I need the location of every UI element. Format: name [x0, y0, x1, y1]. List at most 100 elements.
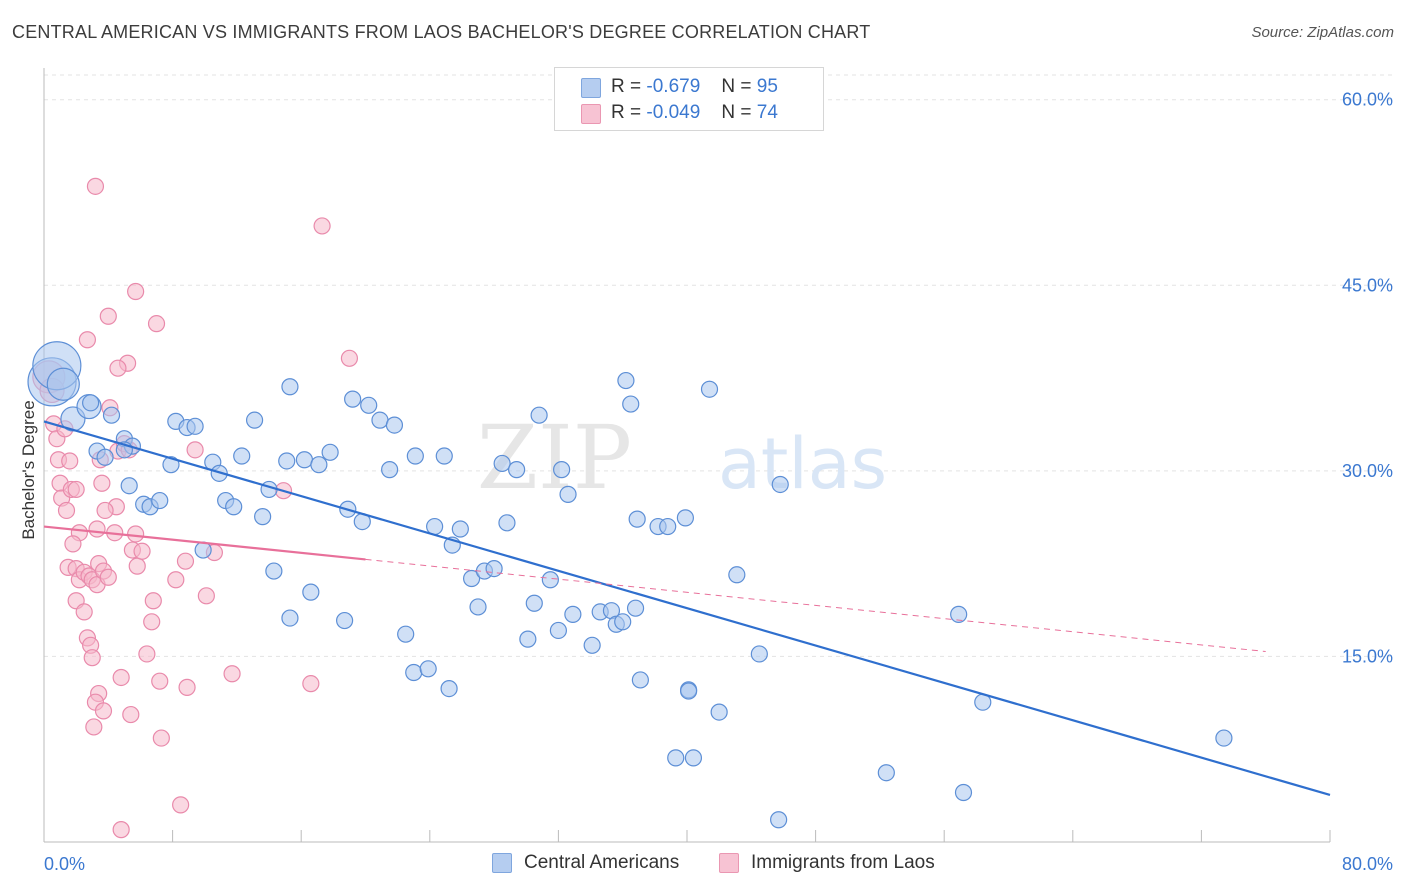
central-american-point — [233, 447, 251, 465]
y-tick-label: 60.0% — [1342, 90, 1393, 110]
gridlines — [44, 74, 1394, 657]
laos-point — [144, 592, 162, 610]
r-value: -0.049 — [646, 102, 701, 123]
laos-point — [197, 587, 215, 605]
central-american-point — [519, 630, 537, 648]
laos-point — [176, 552, 195, 570]
laos-point — [127, 525, 145, 543]
laos-point — [127, 282, 145, 301]
blue-swatch — [581, 78, 601, 98]
central-american-point — [462, 569, 481, 588]
laos-point — [109, 359, 127, 377]
laos-point — [172, 796, 190, 814]
central-american-point — [405, 663, 423, 682]
laos-point — [186, 441, 204, 459]
central-american-point — [151, 491, 169, 510]
y-tick-label: 15.0% — [1342, 646, 1393, 666]
laos-point — [67, 480, 85, 499]
central-american-point — [684, 749, 703, 767]
central-american-point — [46, 367, 80, 401]
laos-point — [178, 678, 196, 696]
legend-label: Immigrants from Laos — [751, 852, 935, 873]
central-american-point — [225, 498, 243, 516]
r-label: R = — [611, 102, 642, 123]
central-american-point — [360, 396, 378, 414]
laos-point — [133, 542, 151, 560]
central-american-point — [614, 613, 632, 631]
central-american-point — [525, 594, 543, 612]
laos-point — [112, 668, 130, 687]
laos-trend-line-dashed — [365, 558, 1266, 652]
central-american-point — [659, 517, 677, 536]
central-american-point — [700, 380, 719, 398]
central-american-point — [530, 406, 548, 424]
central-american-point — [245, 411, 264, 429]
central-american-point — [750, 645, 768, 663]
n-label: N = — [721, 76, 752, 97]
legend-blue-swatch — [492, 853, 512, 873]
legend-pink-swatch — [719, 853, 739, 873]
r-label: R = — [611, 76, 642, 97]
central-american-point — [385, 416, 404, 434]
n-value: 74 — [756, 102, 778, 123]
central-american-point — [583, 636, 601, 654]
central-american-point — [508, 461, 526, 479]
laos-point — [86, 177, 105, 195]
central-american-point — [564, 605, 582, 623]
laos-point — [99, 568, 117, 586]
laos-point — [147, 315, 166, 333]
laos-point — [138, 645, 156, 663]
laos-point — [64, 535, 82, 553]
laos-point — [93, 474, 111, 492]
series-central-americans — [27, 341, 1233, 829]
central-american-point — [954, 783, 973, 802]
central-american-point — [371, 411, 389, 429]
central-american-point — [771, 475, 789, 494]
central-american-point — [667, 749, 685, 767]
watermark-atlas: atlas — [718, 423, 887, 505]
laos-point — [313, 217, 331, 235]
laos-point — [83, 649, 101, 667]
n-label: N = — [721, 102, 752, 123]
central-american-point — [626, 599, 645, 617]
central-american-point — [451, 520, 469, 538]
pink-swatch — [581, 104, 601, 124]
laos-point — [57, 501, 76, 520]
central-american-point — [406, 447, 424, 465]
central-american-point — [419, 660, 437, 678]
laos-point — [61, 452, 79, 470]
central-american-point — [302, 583, 320, 601]
central-american-point — [622, 395, 640, 413]
central-americans-trend-line — [43, 420, 1331, 797]
legend-label: Central Americans — [524, 852, 680, 873]
laos-point — [96, 501, 114, 520]
central-american-point — [381, 461, 399, 479]
central-american-point — [770, 811, 788, 829]
laos-point — [340, 349, 359, 367]
central-american-point — [397, 625, 415, 643]
central-american-point — [96, 448, 114, 466]
laos-trend-line-solid — [43, 525, 366, 561]
laos-point — [223, 665, 241, 683]
central-american-point — [102, 406, 121, 424]
central-american-point — [162, 456, 180, 474]
central-american-point — [82, 394, 100, 412]
central-american-point — [295, 451, 314, 469]
laos-point — [94, 702, 113, 720]
laos-point — [75, 603, 93, 621]
laos-point — [122, 705, 140, 724]
central-american-point — [549, 621, 568, 640]
laos-point — [167, 571, 185, 589]
central-american-point — [336, 611, 354, 630]
central-american-point — [628, 510, 646, 528]
laos-point — [151, 672, 169, 690]
laos-point — [302, 675, 320, 693]
central-american-point — [631, 671, 649, 689]
laos-point — [99, 307, 117, 325]
central-american-point — [498, 514, 516, 532]
central-american-point — [1215, 729, 1233, 747]
x-tick-label: 0.0% — [44, 854, 85, 874]
y-tick-label: 30.0% — [1342, 461, 1393, 481]
laos-point — [88, 520, 106, 538]
central-american-point — [440, 679, 458, 698]
